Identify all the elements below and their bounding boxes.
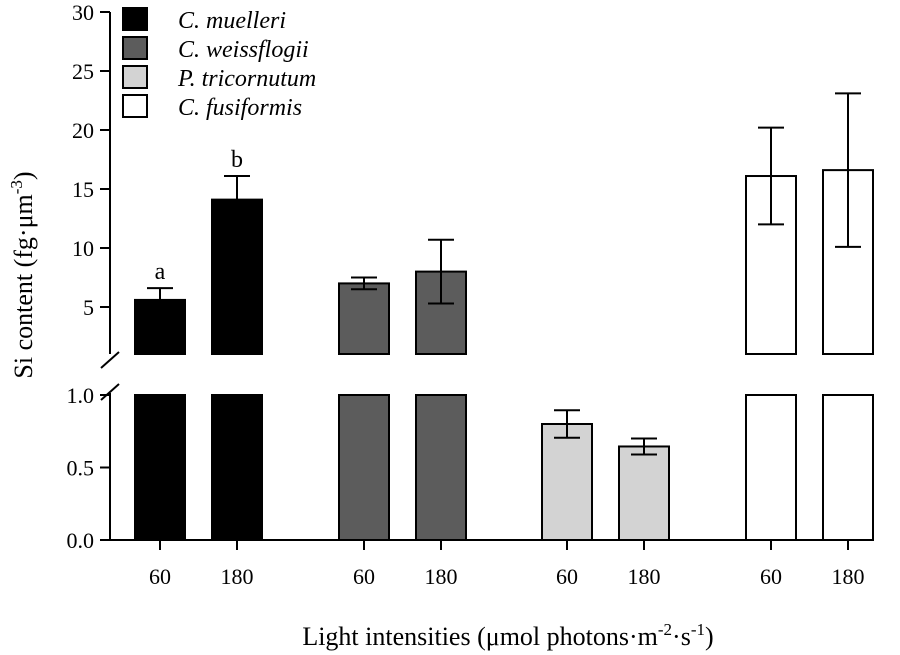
legend-swatch <box>122 94 148 118</box>
x-ticks-group: 60 180 60 180 60 180 60 180 <box>149 540 865 589</box>
legend-swatch <box>122 36 148 60</box>
upper-axis-group: 5 10 15 20 25 30 <box>72 0 120 369</box>
legend-label: C. muelleri <box>178 8 286 34</box>
bar <box>745 394 797 541</box>
bar <box>338 282 390 355</box>
y-tick-label: 1.0 <box>67 383 95 408</box>
x-tick-label: 180 <box>832 564 865 589</box>
legend-label: C. weissflogii <box>178 37 309 63</box>
axis-break-mark <box>100 351 120 369</box>
legend-label: P. tricornutum <box>177 66 316 92</box>
y-tick-label: 10 <box>72 236 94 261</box>
legend: C. muelleri C. weissflogii P. tricornutum C… <box>122 7 316 121</box>
bar <box>541 423 593 541</box>
significance-label: a <box>155 259 166 285</box>
y-tick-label: 5 <box>83 295 94 320</box>
x-tick-label: 180 <box>221 564 254 589</box>
bar <box>134 394 186 541</box>
legend-swatch <box>122 7 148 31</box>
legend-swatch <box>122 65 148 89</box>
bar <box>618 445 670 542</box>
y-axis-label: Si content (fg·μm-3) <box>7 171 38 378</box>
x-axis-label: Light intensities (μmol photons·m-2·s-1) <box>302 620 713 651</box>
x-tick-label: 60 <box>556 564 578 589</box>
x-tick-label: 180 <box>425 564 458 589</box>
y-tick-label: 0.5 <box>67 456 95 481</box>
x-tick-label: 60 <box>353 564 375 589</box>
y-tick-label: 15 <box>72 177 94 202</box>
bar <box>211 198 263 355</box>
bar <box>211 394 263 541</box>
bar <box>822 394 874 541</box>
x-tick-label: 180 <box>628 564 661 589</box>
x-tick-label: 60 <box>760 564 782 589</box>
bar <box>338 394 390 541</box>
y-tick-label: 20 <box>72 118 94 143</box>
bar <box>415 394 467 541</box>
x-tick-label: 60 <box>149 564 171 589</box>
legend-label: C. fusiformis <box>178 95 302 121</box>
y-tick-label: 30 <box>72 0 94 25</box>
significance-label: b <box>231 147 243 173</box>
y-tick-label: 0.0 <box>67 528 95 553</box>
bars-group: ab <box>134 92 874 542</box>
axis-break-mark <box>100 383 120 401</box>
y-tick-label: 25 <box>72 59 94 84</box>
